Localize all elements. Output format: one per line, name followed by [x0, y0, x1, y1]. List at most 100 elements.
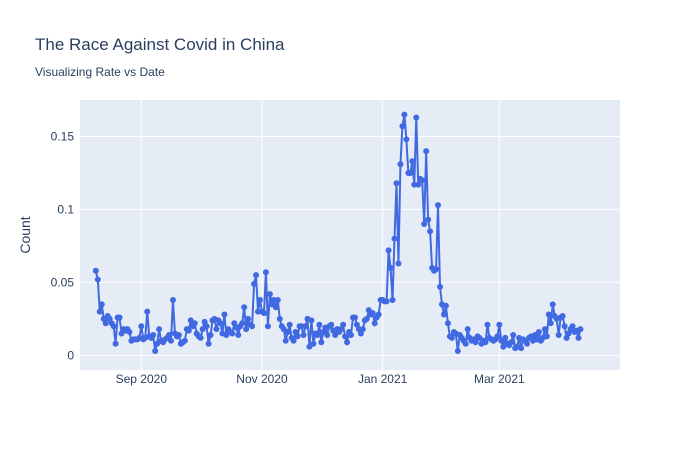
point: [472, 339, 479, 346]
point: [427, 228, 434, 235]
point: [577, 326, 584, 333]
chart-title: The Race Against Covid in China: [35, 35, 285, 54]
point: [181, 337, 188, 344]
point: [496, 321, 503, 328]
point: [221, 311, 228, 318]
point: [502, 334, 509, 341]
point: [138, 323, 145, 330]
y-tick-label: 0.15: [51, 129, 75, 143]
point: [175, 331, 182, 338]
point: [549, 301, 556, 308]
point: [464, 326, 471, 333]
point: [316, 321, 323, 328]
point: [547, 320, 554, 327]
point: [96, 308, 103, 315]
point: [561, 323, 568, 330]
point: [251, 280, 258, 287]
point: [276, 315, 283, 322]
point: [284, 329, 291, 336]
point: [435, 202, 442, 209]
point: [559, 313, 566, 319]
point: [393, 180, 400, 187]
point: [395, 260, 402, 267]
point: [440, 311, 447, 318]
point: [555, 331, 562, 338]
point: [421, 221, 428, 228]
point: [541, 326, 548, 333]
point: [518, 345, 525, 352]
point: [197, 334, 204, 341]
x-tick-label: Mar 2021: [474, 372, 525, 386]
point: [314, 331, 321, 338]
point: [407, 169, 414, 176]
point: [397, 161, 404, 168]
point: [448, 334, 455, 341]
point: [302, 323, 309, 330]
point: [282, 337, 289, 344]
point: [308, 317, 315, 324]
point: [359, 326, 366, 333]
point: [413, 114, 420, 121]
point: [425, 216, 432, 223]
point: [241, 304, 248, 311]
point: [342, 333, 349, 340]
x-tick-label: Nov 2020: [236, 372, 288, 386]
point: [112, 340, 119, 347]
point: [347, 331, 354, 338]
point: [344, 339, 351, 346]
point: [415, 181, 422, 188]
point: [239, 320, 246, 327]
point: [340, 321, 347, 328]
y-tick-label: 0.05: [51, 275, 75, 289]
point: [262, 269, 269, 276]
point: [300, 331, 307, 338]
point: [419, 177, 426, 184]
point: [156, 326, 163, 333]
point: [371, 320, 378, 327]
point: [110, 323, 117, 330]
point: [399, 123, 406, 130]
point: [217, 320, 224, 327]
point: [569, 323, 576, 330]
point: [191, 320, 198, 327]
point: [575, 334, 582, 341]
point: [294, 333, 301, 340]
point: [290, 337, 297, 344]
point: [403, 136, 410, 143]
point: [310, 340, 317, 347]
point: [126, 329, 133, 336]
point: [442, 302, 449, 309]
point: [462, 340, 469, 347]
point: [98, 301, 105, 308]
point: [328, 321, 335, 328]
point: [253, 272, 260, 279]
plot-area: [80, 100, 620, 370]
point: [351, 314, 358, 321]
point: [324, 331, 331, 338]
point: [274, 296, 281, 303]
point: [484, 321, 491, 328]
point: [249, 323, 256, 330]
point: [510, 331, 517, 338]
point: [92, 267, 99, 274]
point: [508, 339, 515, 346]
point: [524, 340, 531, 347]
point: [264, 323, 271, 330]
point: [387, 264, 394, 271]
point: [385, 247, 392, 254]
point: [260, 310, 267, 317]
point: [437, 283, 443, 290]
point: [152, 348, 159, 355]
point: [272, 304, 279, 311]
y-tick-label: 0.1: [57, 202, 74, 216]
marks: [92, 111, 584, 355]
point: [167, 337, 174, 344]
point: [243, 326, 250, 333]
point: [185, 327, 192, 334]
point: [207, 331, 214, 338]
point: [543, 333, 550, 340]
point: [535, 329, 542, 336]
y-tick-label: 0: [67, 348, 74, 362]
point: [409, 158, 416, 165]
